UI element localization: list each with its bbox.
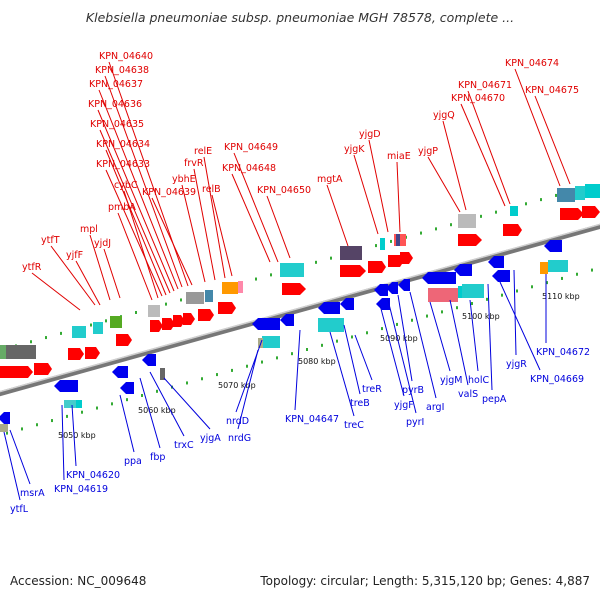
gene-label-kpn-04650[interactable]: KPN_04650 [257,185,311,196]
gene-label-mgta[interactable]: mgtA [317,174,343,185]
gene-label-ytft[interactable]: ytfT [41,235,60,246]
gene-label-pyrb[interactable]: pyrB [402,385,424,396]
tick-5090: 5090 kbp [380,334,418,343]
gene-label-yjgq[interactable]: yjgQ [433,110,455,121]
gene-label-ytfl[interactable]: ytfL [10,504,29,515]
gene-label-yjgd[interactable]: yjgD [359,129,381,140]
gene-label-kpn-04640[interactable]: KPN_04640 [99,51,153,62]
tick-5050: 5050 kbp [58,431,96,440]
gene-label-ybhe[interactable]: ybhE [172,174,196,185]
gene-label-holc[interactable]: holC [468,375,489,386]
tick-5110: 5110 kbp [542,292,580,301]
gene-label-yjgm[interactable]: yjgM [440,375,463,386]
gene-label-kpn-04637[interactable]: KPN_04637 [89,79,143,90]
gene-label-trec[interactable]: treC [344,420,364,431]
gene-label-kpn-04636[interactable]: KPN_04636 [88,99,142,110]
gene-label-treb[interactable]: treB [350,398,370,409]
accession-text: Accession: NC_009648 [10,574,147,588]
gene-label-kpn-04669[interactable]: KPN_04669 [530,374,584,385]
gene-label-kpn-04648[interactable]: KPN_04648 [222,163,276,174]
gene-label-yjgp[interactable]: yjgP [418,146,438,157]
map-title: Klebsiella pneumoniae subsp. pneumoniae … [85,10,515,25]
gene-label-pyri[interactable]: pyrI [406,417,424,428]
gene-label-nrdg[interactable]: nrdG [228,433,251,444]
gene-label-rele[interactable]: relE [194,146,212,157]
gene-label-nrdd[interactable]: nrdD [226,416,249,427]
gene-label-trer[interactable]: treR [362,384,382,395]
gene-label-yjgf[interactable]: yjgF [394,400,414,411]
gene-label-ytfr[interactable]: ytfR [22,262,42,273]
gene-label-mpl[interactable]: mpl [80,224,98,235]
gene-label-argi[interactable]: argI [426,402,444,413]
gene-label-kpn-04670[interactable]: KPN_04670 [451,93,505,104]
gene-label-yjga[interactable]: yjgA [200,433,221,444]
genome-stats-text: Topology: circular; Length: 5,315,120 bp… [260,574,590,588]
gene-label-kpn-04674[interactable]: KPN_04674 [505,58,559,69]
gene-label-yjgk[interactable]: yjgK [344,144,365,155]
tick-5060: 5060 kbp [138,406,176,415]
gene-label-kpn-04649[interactable]: KPN_04649 [224,142,278,153]
forward-features[interactable] [0,184,600,378]
gene-label-vals[interactable]: valS [458,389,478,400]
gene-label-kpn-04619[interactable]: KPN_04619 [54,484,108,495]
gene-label-kpn-04671[interactable]: KPN_04671 [458,80,512,91]
reverse-leader-lines [3,269,547,501]
genome-backbone [0,223,600,397]
gene-label-pmba[interactable]: pmbA [108,202,136,213]
gene-label-frvr[interactable]: frvR [184,158,204,169]
tick-5080: 5080 kbp [298,357,336,366]
gene-label-miae[interactable]: miaE [387,151,411,162]
gene-label-kpn-04635[interactable]: KPN_04635 [90,119,144,130]
gene-label-yjdj[interactable]: yjdJ [94,238,111,249]
gene-label-kpn-04633[interactable]: KPN_04633 [96,159,150,170]
gene-label-ppa[interactable]: ppa [124,456,142,467]
gene-label-kpn-04620[interactable]: KPN_04620 [66,470,120,481]
gene-label-kpn-04639[interactable]: KPN_04639 [142,187,196,198]
tick-5070: 5070 kbp [218,381,256,390]
reverse-features[interactable] [0,240,568,432]
gene-label-kpn-04634[interactable]: KPN_04634 [96,139,150,150]
gene-label-yjff[interactable]: yjfF [66,250,83,261]
gene-label-kpn-04675[interactable]: KPN_04675 [525,85,579,96]
kbp-ticks: 5050 kbp 5060 kbp 5070 kbp 5080 kbp 5090… [58,292,580,440]
gene-label-pepa[interactable]: pepA [482,394,507,405]
gene-label-relb[interactable]: relB [202,184,221,195]
gene-label-yjgr[interactable]: yjgR [506,359,527,370]
gene-label-kpn-04647[interactable]: KPN_04647 [285,414,339,425]
tick-5100: 5100 kbp [462,312,500,321]
forward-leader-lines [31,61,571,311]
gene-label-trxc[interactable]: trxC [174,440,194,451]
gene-label-msra[interactable]: msrA [20,488,45,499]
gene-label-kpn-04672[interactable]: KPN_04672 [536,347,590,358]
gene-label-kpn-04638[interactable]: KPN_04638 [95,65,149,76]
gene-label-fbp[interactable]: fbp [150,452,165,463]
forward-gene-labels[interactable]: ytfR ytfT yjfF mpl yjdJ pmbA cybC KPN_04633 KPN_… [22,51,579,273]
gene-label-cybc[interactable]: cybC [114,180,138,191]
